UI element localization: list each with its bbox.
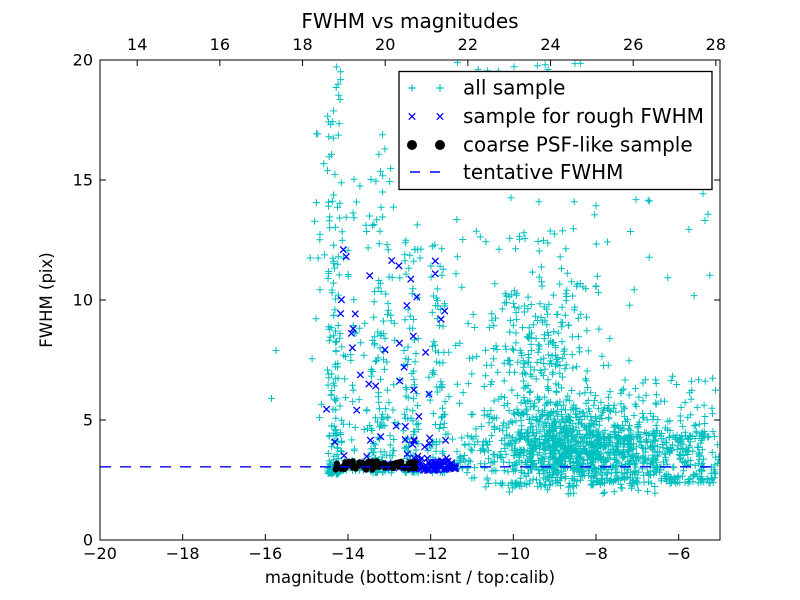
y-tick-label: 20 bbox=[73, 51, 93, 70]
x-tick-label: −18 bbox=[166, 544, 200, 563]
x-tick-label: −12 bbox=[414, 544, 448, 563]
legend-item-tentative-fwhm: tentative FWHM bbox=[410, 160, 623, 184]
dot-marker-icon bbox=[435, 140, 445, 150]
y-tick-label: 15 bbox=[73, 171, 93, 190]
top-tick-label: 28 bbox=[706, 35, 726, 54]
y-tick-label: 0 bbox=[83, 531, 93, 550]
x-tick-label: −14 bbox=[331, 544, 365, 563]
legend-label: sample for rough FWHM bbox=[463, 104, 704, 128]
tick-labels: −20 −18 −16 −14 −12 −10 −8 −6 14 16 18 20 22 24 26 28 0 5… bbox=[73, 35, 726, 563]
x-axis-label: magnitude (bottom:isnt / top:calib) bbox=[265, 568, 555, 587]
x-tick-label: −20 bbox=[83, 544, 117, 563]
x-tick-label: −16 bbox=[248, 544, 282, 563]
chart-title: FWHM vs magnitudes bbox=[301, 9, 518, 33]
legend-label: tentative FWHM bbox=[463, 160, 623, 184]
top-tick-label: 24 bbox=[540, 35, 560, 54]
y-axis-label: FWHM (pix) bbox=[37, 252, 56, 347]
dot-marker-icon bbox=[407, 140, 417, 150]
y-tick-label: 5 bbox=[83, 411, 93, 430]
top-tick-label: 16 bbox=[210, 35, 230, 54]
x-tick-label: −8 bbox=[584, 544, 608, 563]
top-tick-label: 20 bbox=[375, 35, 395, 54]
top-tick-label: 26 bbox=[623, 35, 643, 54]
legend-item-all-sample: all sample bbox=[408, 76, 565, 100]
legend: all sample sample for rough FWHM coarse … bbox=[398, 70, 713, 191]
x-marker-icon bbox=[408, 112, 444, 121]
top-tick-label: 18 bbox=[292, 35, 312, 54]
legend-item-psf-like: coarse PSF-like sample bbox=[407, 133, 693, 157]
legend-box bbox=[398, 70, 713, 191]
plot-border bbox=[99, 59, 721, 541]
legend-item-rough-fwhm: sample for rough FWHM bbox=[408, 104, 704, 128]
scatter-series-psf-like bbox=[332, 458, 419, 473]
legend-label: coarse PSF-like sample bbox=[463, 133, 693, 157]
x-tick-label: −10 bbox=[496, 544, 530, 563]
plus-marker-icon bbox=[408, 84, 444, 92]
top-tick-label: 14 bbox=[127, 35, 147, 54]
legend-label: all sample bbox=[463, 76, 565, 100]
y-tick-label: 10 bbox=[73, 291, 93, 310]
x-tick-label: −6 bbox=[667, 544, 691, 563]
top-tick-label: 22 bbox=[458, 35, 478, 54]
